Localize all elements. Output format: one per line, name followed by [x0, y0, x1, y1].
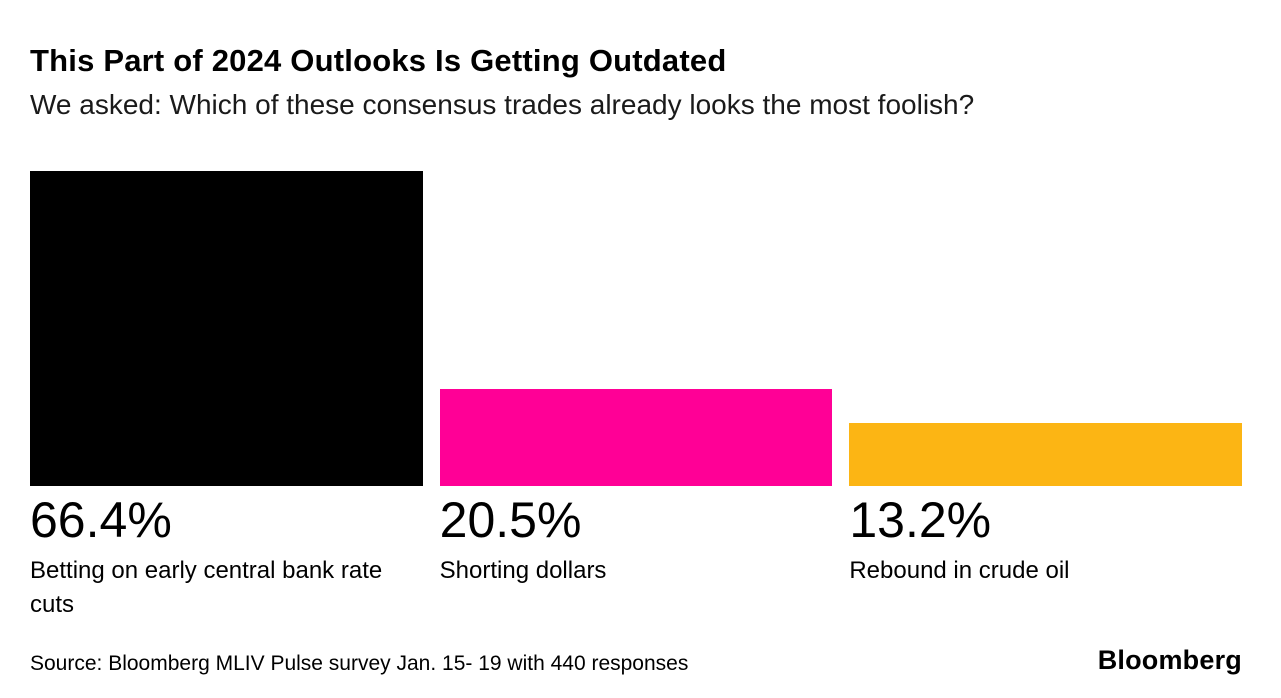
bloomberg-logo: Bloomberg [1097, 645, 1242, 675]
value-label-shorting-dollars: 20.5% [439, 492, 582, 549]
bar-crude-oil [849, 423, 1243, 487]
label-column-crude-oil: 13.2% Rebound in crude oil [849, 486, 1242, 622]
category-label-shorting-dollars: Shorting dollars [439, 556, 607, 584]
bar-column-rate-cuts [30, 171, 423, 487]
source-note: Source: Bloomberg MLIV Pulse survey Jan.… [30, 652, 689, 675]
chart-title: This Part of 2024 Outlooks Is Getting Ou… [30, 43, 727, 78]
value-label-rate-cuts: 66.4% [30, 492, 172, 549]
category-label-crude-oil: Rebound in crude oil [849, 556, 1070, 584]
bar-shorting-dollars [439, 389, 833, 487]
bar-column-crude-oil [849, 171, 1243, 487]
labels-row: 66.4% Betting on early central bank rate… [30, 486, 1242, 622]
bar-column-shorting-dollars [439, 171, 833, 487]
bar-chart: 66.4% Betting on early central bank rate… [30, 171, 1243, 622]
chart-footer: Source: Bloomberg MLIV Pulse survey Jan.… [30, 645, 1242, 676]
label-column-shorting-dollars: 20.5% Shorting dollars [440, 486, 833, 622]
bar-rate-cuts [30, 171, 423, 487]
label-column-rate-cuts: 66.4% Betting on early central bank rate… [30, 486, 423, 622]
chart-subtitle: We asked: Which of these consensus trade… [30, 88, 975, 120]
bars-row [30, 171, 1243, 487]
value-label-crude-oil: 13.2% [849, 492, 992, 549]
category-label-rate-cuts: Betting on early central bank rate cuts [30, 556, 383, 618]
chart-header: This Part of 2024 Outlooks Is Getting Ou… [0, 0, 1281, 123]
